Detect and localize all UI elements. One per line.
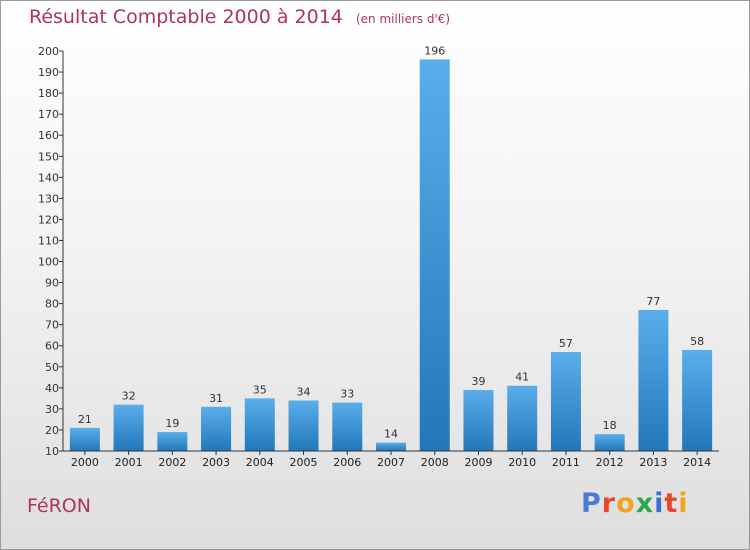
x-tick-label: 2000	[71, 456, 99, 469]
bar-value-label: 31	[209, 392, 223, 405]
x-tick-label: 2005	[290, 456, 318, 469]
x-tick-label: 2011	[552, 456, 580, 469]
y-tick-label: 120	[38, 213, 59, 226]
chart-title: Résultat Comptable 2000 à 2014 (en milli…	[29, 6, 450, 28]
logo-letter: t	[664, 488, 679, 519]
x-tick-label: 2006	[333, 456, 361, 469]
y-tick-label: 150	[38, 150, 59, 163]
x-tick-label: 2003	[202, 456, 230, 469]
bars: 21 32 19 31 35 34 33 14 196 39 41 57 18 77 58	[69, 44, 713, 451]
bar-value-label: 19	[165, 417, 179, 430]
logo-letter: o	[616, 488, 636, 519]
bar-value-label: 21	[78, 413, 92, 426]
bar-value-label: 41	[515, 371, 529, 384]
x-tick-label: 2007	[377, 456, 405, 469]
bar-value-label: 34	[297, 385, 311, 398]
bar-2001	[113, 404, 144, 451]
bar-value-label: 58	[690, 335, 704, 348]
bar-value-label: 14	[384, 428, 398, 441]
y-tick-label: 200	[38, 45, 59, 58]
x-tick-label: 2001	[115, 456, 143, 469]
x-tick-label: 2010	[508, 456, 536, 469]
x-tick-label: 2014	[683, 456, 711, 469]
chart-title-main: Résultat Comptable 2000 à 2014	[29, 6, 343, 28]
y-axis: 10 20 30 40 50 60 70 80 90 100 110 120 130 140 150 160 1…	[38, 45, 64, 458]
bar-value-label: 196	[424, 44, 445, 57]
bar-2006	[332, 402, 363, 451]
bar-2013	[638, 309, 669, 451]
x-tick-label: 2004	[246, 456, 274, 469]
x-tick-label: 2009	[464, 456, 492, 469]
logo-letter: P	[581, 488, 602, 519]
y-tick-label: 20	[45, 424, 59, 437]
x-tick-label: 2012	[596, 456, 624, 469]
y-tick-label: 110	[38, 234, 59, 247]
x-tick-label: 2008	[421, 456, 449, 469]
logo-letter: i	[678, 488, 689, 519]
y-tick-label: 170	[38, 108, 59, 121]
y-tick-label: 100	[38, 256, 59, 269]
y-tick-label: 50	[45, 361, 59, 374]
y-tick-label: 130	[38, 192, 59, 205]
bar-2009	[463, 389, 494, 451]
proxiti-logo: Proxiti	[581, 488, 689, 519]
bar-2010	[507, 385, 538, 451]
y-tick-label: 160	[38, 129, 59, 142]
place-name: FéRON	[27, 495, 91, 517]
bar-value-label: 77	[646, 295, 660, 308]
bar-2000	[69, 427, 100, 451]
x-tick-label: 2013	[639, 456, 667, 469]
logo-letter: i	[654, 488, 665, 519]
bar-value-label: 39	[471, 375, 485, 388]
bar-2012	[594, 434, 625, 451]
y-tick-label: 190	[38, 66, 59, 79]
bar-2004	[244, 398, 275, 451]
y-tick-label: 30	[45, 403, 59, 416]
y-tick-label: 80	[45, 298, 59, 311]
bar-value-label: 32	[122, 390, 136, 403]
bar-2007	[376, 442, 406, 451]
bar-2005	[288, 400, 319, 451]
bar-value-label: 18	[603, 419, 617, 432]
y-tick-label: 140	[38, 171, 59, 184]
y-tick-label: 70	[45, 319, 59, 332]
bar-value-label: 57	[559, 337, 573, 350]
y-tick-label: 180	[38, 87, 59, 100]
chart-title-unit: (en milliers d'€)	[355, 12, 451, 26]
bar-value-label: 33	[340, 388, 354, 401]
y-tick-label: 60	[45, 340, 59, 353]
bar-2008	[419, 59, 450, 451]
y-tick-label: 10	[45, 445, 59, 458]
y-tick-label: 90	[45, 277, 59, 290]
bar-value-label: 35	[253, 383, 267, 396]
bar-2003	[201, 406, 232, 451]
y-tick-label: 40	[45, 382, 59, 395]
bar-2002	[157, 432, 188, 451]
bar-2014	[682, 349, 713, 451]
logo-letter: r	[601, 488, 617, 519]
x-axis: 2000 2001 2002 2003 2004 2005 2006 2007 2008 2009…	[63, 450, 719, 469]
logo-letter: x	[635, 488, 655, 519]
bar-2011	[550, 352, 581, 451]
x-tick-label: 2002	[158, 456, 186, 469]
